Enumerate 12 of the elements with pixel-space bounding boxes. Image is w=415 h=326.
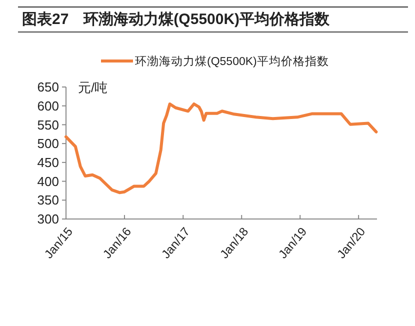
y-tick-label: 550 xyxy=(37,117,59,132)
y-tick-label: 400 xyxy=(37,174,59,189)
y-tick-label: 600 xyxy=(37,98,59,114)
y-tick-label: 500 xyxy=(37,136,59,152)
chart-title: 图表27 环渤海动力煤(Q5500K)平均价格指数 xyxy=(22,11,331,28)
line-series xyxy=(64,102,378,194)
y-tick-label: 300 xyxy=(37,212,59,227)
y-tick-label: 350 xyxy=(37,192,59,208)
legend-label: 环渤海动力煤(Q5500K)平均价格指数 xyxy=(135,55,329,68)
y-tick-label: 450 xyxy=(37,154,59,170)
y-tick-label: 650 xyxy=(37,80,59,95)
y-axis-title: 元/吨 xyxy=(78,80,108,95)
